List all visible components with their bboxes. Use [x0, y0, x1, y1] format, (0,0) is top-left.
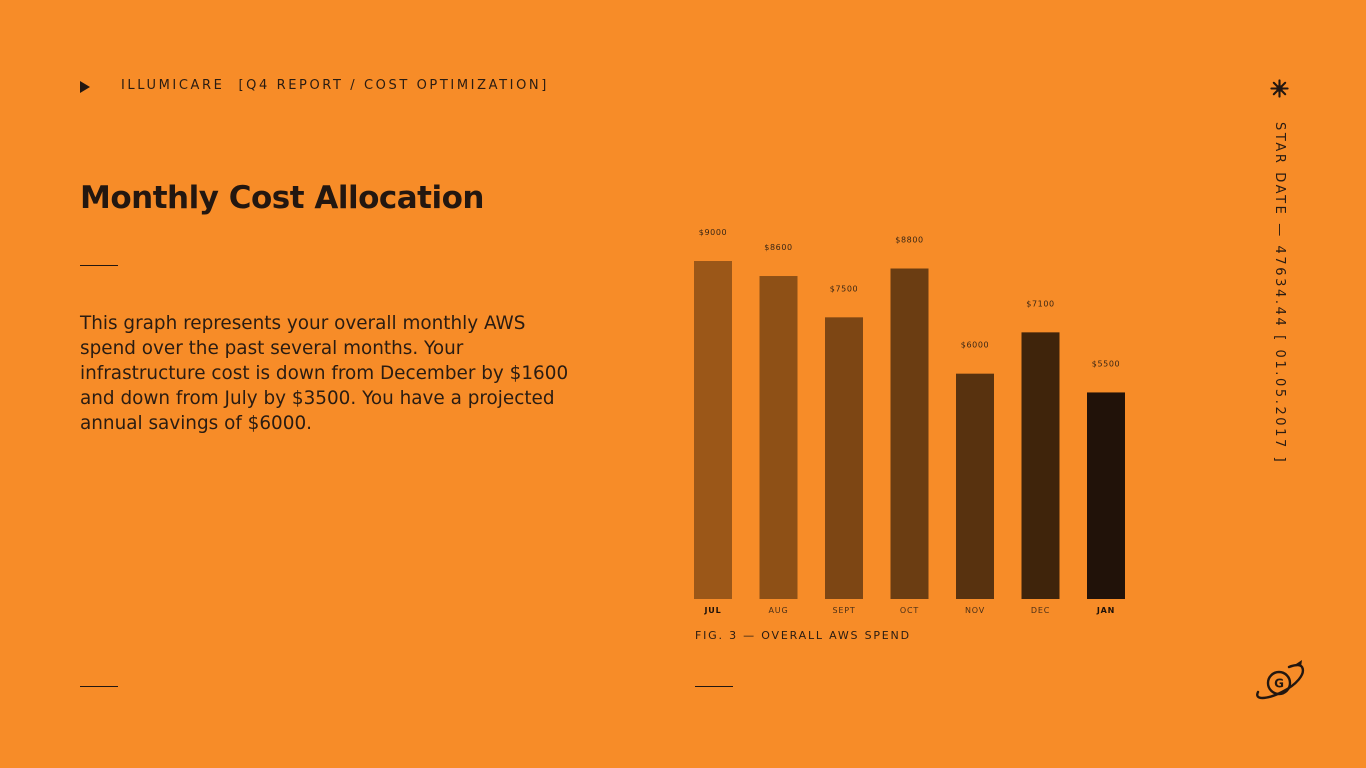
bar-jul — [694, 261, 732, 599]
bar-oct — [890, 268, 929, 599]
footer-divider-left — [80, 686, 118, 687]
bar-jan — [1087, 392, 1125, 599]
value-label-oct: $8800 — [895, 236, 923, 245]
tick-label-jan: JAN — [1096, 606, 1115, 615]
title-divider — [80, 265, 118, 266]
value-label-jul: $9000 — [699, 228, 727, 237]
bar-dec — [1021, 332, 1060, 599]
chart-caption: FIG. 3 — OVERALL AWS SPEND — [695, 629, 911, 642]
value-label-nov: $6000 — [961, 341, 989, 350]
value-label-aug: $8600 — [764, 243, 792, 252]
value-label-sept: $7500 — [830, 284, 858, 293]
bar-nov — [956, 373, 994, 599]
bar-aug — [759, 276, 798, 599]
play-icon — [80, 81, 90, 93]
tick-label-dec: DEC — [1031, 606, 1050, 615]
footer-divider-right — [695, 686, 733, 687]
tick-label-oct: OCT — [900, 606, 919, 615]
tick-label-sept: SEPT — [832, 606, 855, 615]
tick-label-aug: AUG — [769, 606, 789, 615]
svg-text:G: G — [1274, 677, 1284, 691]
value-label-dec: $7100 — [1026, 299, 1054, 308]
value-label-jan: $5500 — [1092, 359, 1120, 368]
star-burst-icon — [1270, 79, 1289, 98]
page-title: Monthly Cost Allocation — [80, 180, 485, 216]
bar-sept — [825, 317, 863, 599]
tick-label-jul: JUL — [704, 606, 722, 615]
company-name: ILLUMICARE — [121, 78, 225, 93]
tick-label-nov: NOV — [965, 606, 985, 615]
report-path: [Q4 REPORT / COST OPTIMIZATION] — [238, 78, 549, 93]
planet-g-logo-icon: G — [1256, 660, 1305, 700]
stardate-label: STAR DATE — 47634.44 [ 01.05.2017 ] — [1272, 122, 1287, 465]
chart-description: This graph represents your overall month… — [80, 313, 569, 434]
header-breadcrumb: ILLUMICARE [Q4 REPORT / COST OPTIMIZATION… — [121, 78, 549, 93]
